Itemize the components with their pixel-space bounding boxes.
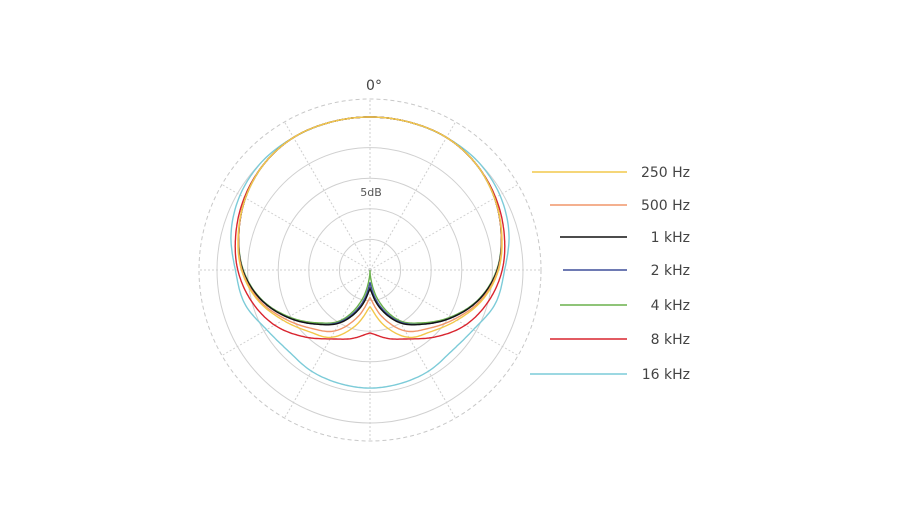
- legend-item: 2 kHz: [563, 263, 690, 279]
- legend-label: 4 kHz: [651, 298, 690, 314]
- grid-spoke: [221, 184, 371, 271]
- angle-label-0: 0°: [366, 78, 382, 94]
- legend-item: 8 kHz: [550, 332, 690, 348]
- legend-label: 500 Hz: [641, 198, 690, 214]
- legend-label: 8 kHz: [651, 332, 690, 348]
- legend-label: 250 Hz: [641, 165, 690, 181]
- legend-label: 2 kHz: [651, 263, 690, 279]
- polar-curves: [230, 116, 510, 389]
- grid-ring: [277, 177, 463, 363]
- legend-item: 500 Hz: [550, 198, 690, 214]
- grid-spoke: [284, 269, 371, 419]
- legend-item: 1 kHz: [560, 230, 690, 246]
- legend-item: 250 Hz: [532, 165, 690, 181]
- scale-label: 5dB: [360, 186, 382, 199]
- grid-spoke: [369, 269, 456, 419]
- outer-ring: [198, 98, 542, 442]
- scale-label-bg: [356, 183, 388, 199]
- legend-label: 16 kHz: [642, 367, 690, 383]
- series-curve-16-khz: [230, 116, 510, 389]
- grid-ring: [247, 147, 493, 393]
- legend: 250 Hz 500 Hz 1 kHz 2 kHz 4 kHz 8 kHz 16 kHz: [530, 165, 690, 383]
- grid-spoke: [284, 121, 371, 271]
- grid-spoke: [369, 269, 519, 356]
- legend-label: 1 kHz: [651, 230, 690, 246]
- legend-item: 16 kHz: [530, 367, 690, 383]
- polar-grid: [198, 98, 542, 442]
- legend-item: 4 kHz: [560, 298, 690, 314]
- grid-spoke: [369, 121, 456, 271]
- series-curve-8-khz: [234, 116, 506, 340]
- grid-spoke: [369, 184, 519, 271]
- series-curve-250-hz: [237, 116, 503, 339]
- grid-ring: [338, 238, 402, 302]
- grid-spoke: [221, 269, 371, 356]
